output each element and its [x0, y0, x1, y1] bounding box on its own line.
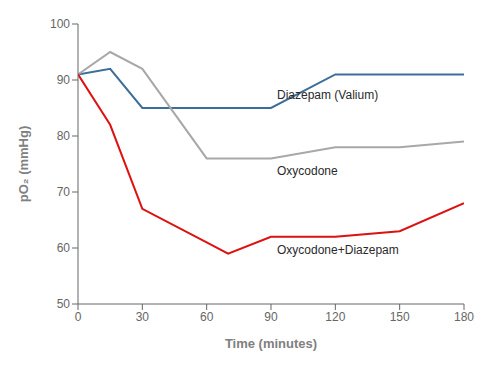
svg-text:180: 180 [454, 310, 474, 324]
svg-text:150: 150 [390, 310, 410, 324]
svg-text:90: 90 [264, 310, 278, 324]
svg-text:pO₂ (mmHg): pO₂ (mmHg) [16, 126, 31, 203]
svg-text:0: 0 [75, 310, 82, 324]
svg-text:60: 60 [200, 310, 214, 324]
svg-text:80: 80 [57, 129, 71, 143]
svg-text:Oxycodone: Oxycodone [277, 164, 338, 178]
svg-text:Oxycodone+Diazepam: Oxycodone+Diazepam [277, 243, 399, 257]
svg-text:60: 60 [57, 241, 71, 255]
svg-text:50: 50 [57, 297, 71, 311]
svg-text:120: 120 [325, 310, 345, 324]
svg-text:Time (minutes): Time (minutes) [225, 336, 317, 351]
svg-text:Diazepam (Valium): Diazepam (Valium) [277, 88, 378, 102]
svg-text:70: 70 [57, 185, 71, 199]
svg-text:90: 90 [57, 73, 71, 87]
svg-text:100: 100 [50, 17, 70, 31]
svg-text:30: 30 [136, 310, 150, 324]
